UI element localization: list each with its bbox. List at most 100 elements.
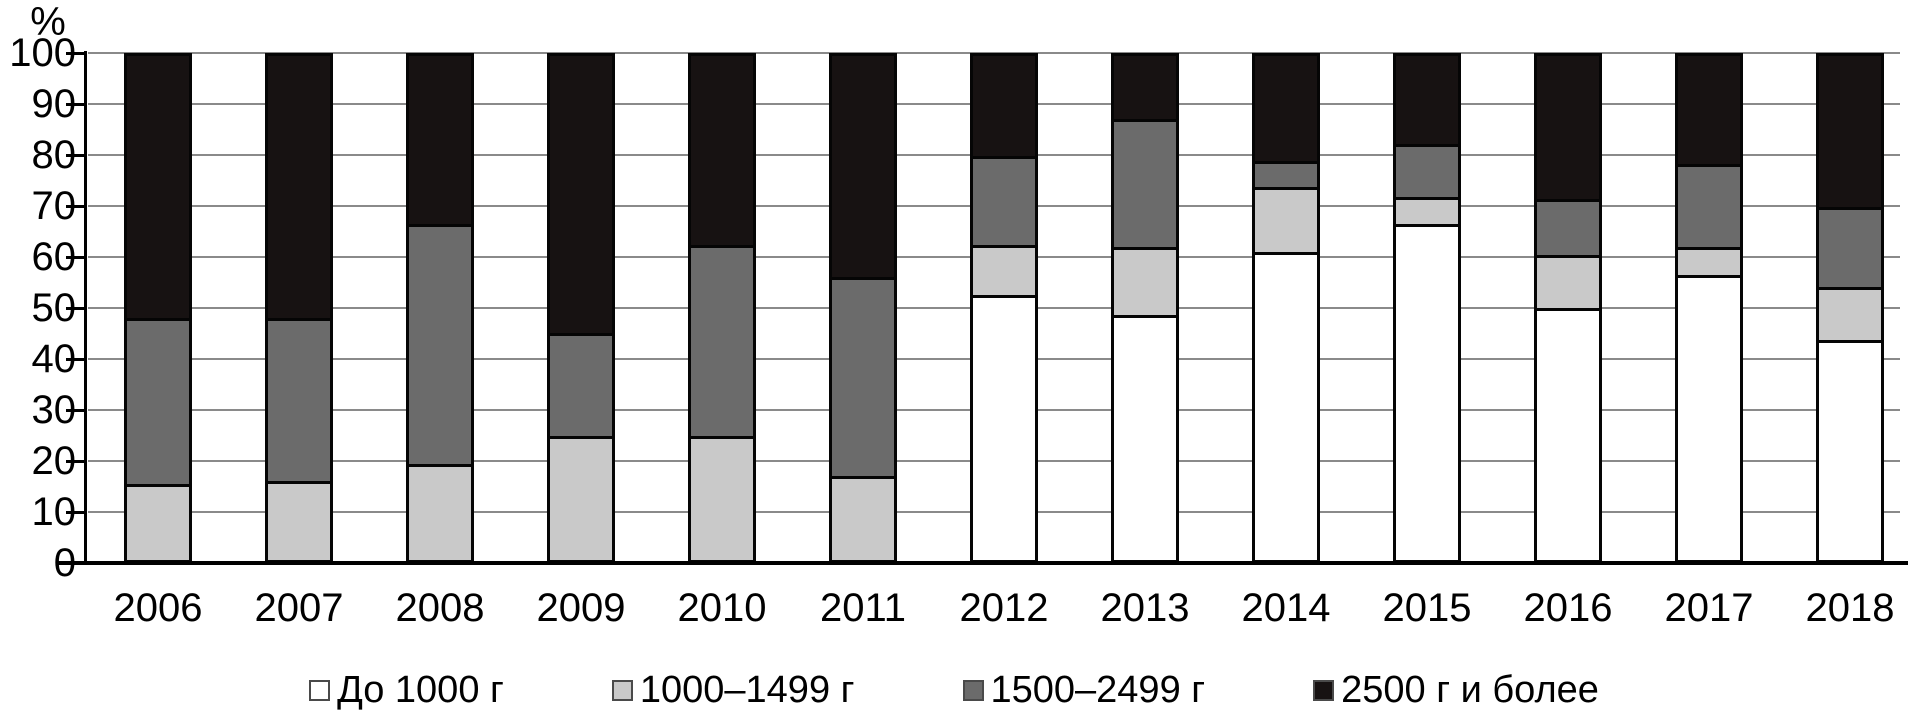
bar-segment-2018-series1 [1819,290,1881,344]
bar-segment-2013-series0 [1114,318,1176,560]
x-tick-label: 2011 [819,586,906,630]
bar-segment-2017-series1 [1678,250,1740,278]
legend-swatch [309,679,331,701]
bar-segment-2009-series2 [550,335,612,440]
y-axis [84,51,87,565]
bar-segment-2010-series1 [691,439,753,560]
x-tick-label: 2008 [395,586,485,630]
y-tick-label: 100 [9,31,76,75]
bar-segment-2012-series3 [973,56,1035,160]
bar-segment-2016-series0 [1537,310,1599,560]
bar-segment-2018-series2 [1819,209,1881,291]
x-tick-label: 2012 [959,586,1049,630]
y-tick-label: 10 [31,490,77,534]
x-axis [58,561,1908,565]
y-axis-tick [66,154,86,157]
y-tick-label: 60 [31,235,77,279]
bar-segment-2017-series0 [1678,277,1740,560]
y-tick-label: 70 [31,184,77,228]
bar-segment-2015-series2 [1396,146,1458,200]
bar-segment-2011-series3 [832,56,894,281]
bar-segment-2018-series3 [1819,56,1881,210]
bar-segment-2017-series3 [1678,56,1740,167]
bar-2017 [1675,53,1743,563]
bar-2007 [265,53,333,563]
legend-item-series1: 1000–1499 г [611,669,855,711]
y-axis-tick [66,103,86,106]
y-axis-tick [66,358,86,361]
bar-segment-2010-series2 [691,247,753,440]
bar-segment-2008-series1 [409,466,471,560]
bar-segment-2014-series3 [1255,56,1317,165]
bar-2012 [970,53,1038,563]
legend-swatch [962,679,984,701]
bar-segment-2006-series2 [127,320,189,487]
bar-segment-2008-series3 [409,56,471,228]
bar-segment-2011-series1 [832,479,894,560]
y-axis-tick [66,409,86,412]
bar-segment-2013-series1 [1114,250,1176,319]
bar-segment-2015-series0 [1396,227,1458,560]
x-tick-label: 2010 [677,586,767,630]
bar-segment-2015-series3 [1396,56,1458,147]
y-tick-label: 40 [31,337,77,381]
x-tick-label: 2018 [1805,586,1895,630]
x-tick-label: 2014 [1241,586,1331,630]
y-axis-tick [66,205,86,208]
bar-segment-2008-series2 [409,227,471,467]
bar-segment-2012-series2 [973,159,1035,248]
bar-segment-2006-series3 [127,56,189,321]
bar-segment-2009-series3 [550,56,612,336]
legend: До 1000 г 1000–1499 г 1500–2499 г 2500 г и … [0,670,1908,710]
y-axis-tick [66,460,86,463]
legend-label: До 1000 г [337,669,504,711]
y-tick-label: 80 [31,133,77,177]
bar-2009 [547,53,615,563]
x-tick-label: 2006 [113,586,203,630]
legend-label: 1500–2499 г [990,669,1206,711]
x-tick-label: 2013 [1100,586,1190,630]
bar-segment-2009-series1 [550,439,612,560]
bar-segment-2014-series2 [1255,164,1317,190]
bar-segment-2014-series1 [1255,189,1317,256]
bar-2018 [1816,53,1884,563]
y-axis-tick [66,52,86,55]
bar-2013 [1111,53,1179,563]
legend-swatch [611,679,633,701]
bar-segment-2016-series3 [1537,56,1599,203]
x-tick-label: 2016 [1523,586,1613,630]
bar-segment-2013-series2 [1114,121,1176,251]
y-axis-tick [66,256,86,259]
x-tick-label: 2009 [536,586,626,630]
bar-segment-2012-series0 [973,297,1035,560]
bar-segment-2016-series2 [1537,202,1599,258]
y-tick-label: 20 [31,439,77,483]
bar-segment-2013-series3 [1114,56,1176,122]
bar-segment-2007-series2 [268,320,330,485]
bar-segment-2016-series1 [1537,257,1599,311]
legend-item-series0: До 1000 г [309,670,504,710]
legend-label: 1000–1499 г [639,669,855,711]
bar-2015 [1393,53,1461,563]
bar-segment-2007-series1 [268,484,330,560]
legend-item-series2: 1500–2499 г [962,669,1206,711]
bar-segment-2007-series3 [268,56,330,321]
y-axis-tick [66,511,86,514]
bar-2016 [1534,53,1602,563]
y-axis-tick [66,307,86,310]
bar-2014 [1252,53,1320,563]
y-tick-label: 50 [31,286,77,330]
y-tick-label: 30 [31,388,77,432]
x-tick-label: 2017 [1664,586,1754,630]
legend-swatch [1313,679,1335,701]
legend-label: 2500 г и более [1341,669,1599,711]
bar-2010 [688,53,756,563]
bar-segment-2015-series1 [1396,199,1458,228]
bar-segment-2011-series2 [832,280,894,480]
x-tick-label: 2015 [1382,586,1472,630]
bar-segment-2018-series0 [1819,343,1881,560]
legend-item-series3: 2500 г и более [1313,670,1599,710]
bar-2006 [124,53,192,563]
